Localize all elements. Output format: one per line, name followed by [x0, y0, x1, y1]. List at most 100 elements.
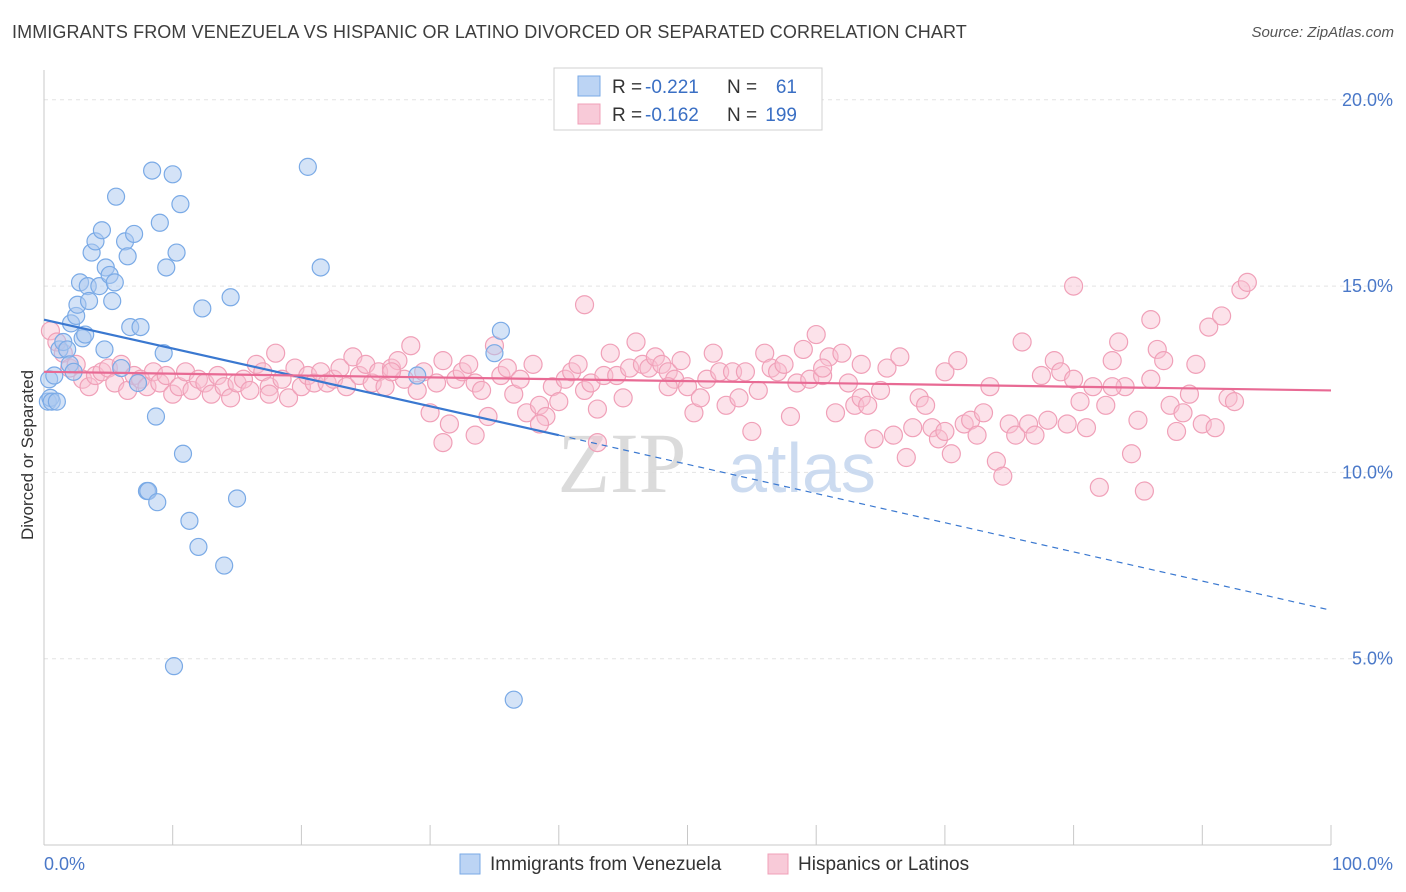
point-hispanics-65 — [459, 354, 479, 374]
point-hispanics-19 — [163, 384, 183, 404]
correlation-legend: R = -0.221 N = 61 R = -0.162 N = 199 — [553, 67, 823, 131]
point-hispanics-149 — [999, 414, 1019, 434]
point-hispanics-134 — [903, 418, 923, 438]
point-venezuela-47 — [180, 511, 199, 530]
point-hispanics-194 — [587, 432, 608, 453]
point-hispanics-62 — [439, 414, 460, 434]
y-tick-labels: 5.0% 10.0% 15.0% 20.0% — [1342, 90, 1393, 669]
y-tick-label-1: 5.0% — [1352, 649, 1393, 669]
point-hispanics-138 — [928, 429, 949, 449]
point-hispanics-114 — [774, 354, 794, 374]
point-hispanics-107 — [729, 388, 749, 408]
y-tick-label-3: 15.0% — [1342, 276, 1393, 296]
point-hispanics-169 — [1128, 410, 1148, 430]
point-hispanics-61 — [433, 351, 453, 371]
point-hispanics-31 — [240, 380, 260, 401]
source-credit: Source: ZipAtlas.com — [1251, 24, 1394, 41]
point-hispanics-98 — [671, 351, 691, 371]
point-hispanics-155 — [1038, 410, 1058, 430]
axes — [43, 70, 1332, 846]
point-venezuela-46 — [173, 444, 193, 463]
point-hispanics-113 — [767, 362, 788, 382]
point-hispanics-64 — [452, 362, 472, 382]
point-hispanics-163 — [1089, 477, 1109, 497]
point-hispanics-164 — [1096, 395, 1116, 415]
point-venezuela-50 — [215, 556, 234, 575]
point-hispanics-176 — [1173, 403, 1193, 423]
point-hispanics-77 — [536, 406, 556, 427]
point-hispanics-156 — [1044, 351, 1064, 371]
point-venezuela-44 — [167, 243, 186, 262]
point-venezuela-28 — [106, 187, 126, 206]
point-hispanics-184 — [1224, 392, 1245, 412]
point-hispanics-94 — [645, 347, 665, 367]
point-hispanics-79 — [549, 392, 569, 412]
point-venezuela-40 — [150, 213, 169, 232]
watermark-atlas: atlas — [728, 429, 876, 507]
legend-r-value-1: -0.221 — [645, 77, 699, 98]
point-venezuela-43 — [163, 165, 182, 184]
point-venezuela-53 — [164, 657, 184, 676]
point-venezuela-18 — [79, 291, 99, 311]
point-hispanics-185 — [1231, 280, 1251, 300]
point-hispanics-198 — [1063, 276, 1084, 296]
point-hispanics-132 — [890, 347, 910, 367]
point-venezuela-27 — [105, 273, 124, 292]
point-hispanics-54 — [388, 351, 408, 371]
point-hispanics-126 — [851, 388, 871, 408]
chart-title: IMMIGRANTS FROM VENEZUELA VS HISPANIC OR… — [12, 22, 967, 42]
point-hispanics-110 — [748, 380, 768, 401]
point-hispanics-108 — [735, 362, 756, 382]
point-hispanics-119 — [806, 324, 826, 345]
point-hispanics-63 — [446, 369, 466, 389]
point-hispanics-173 — [1154, 351, 1174, 371]
legend-r-value-2: -0.162 — [645, 105, 699, 126]
point-hispanics-145 — [973, 403, 994, 423]
point-hispanics-158 — [1057, 414, 1077, 434]
point-hispanics-175 — [1166, 421, 1187, 442]
point-hispanics-133 — [896, 447, 916, 468]
point-hispanics-109 — [742, 421, 762, 442]
point-venezuela-4 — [45, 366, 64, 385]
series-legend: Immigrants from Venezuela Hispanics or L… — [459, 853, 969, 875]
y-tick-label-2: 10.0% — [1342, 462, 1393, 482]
point-hispanics-181 — [1205, 418, 1225, 438]
point-hispanics-153 — [1025, 425, 1045, 445]
point-hispanics-127 — [858, 395, 878, 415]
point-hispanics-68 — [478, 406, 498, 427]
point-hispanics-128 — [864, 429, 884, 449]
x-tick-labels: 0.0% 100.0% — [44, 854, 1393, 874]
legend-r-label-1: R = — [612, 77, 642, 98]
point-hispanics-122 — [825, 403, 846, 423]
point-venezuela-49 — [193, 299, 212, 318]
point-hispanics-71 — [497, 358, 517, 378]
point-venezuela-52 — [148, 493, 167, 512]
point-hispanics-91 — [626, 332, 646, 352]
point-venezuela-26 — [103, 291, 122, 311]
point-hispanics-193 — [433, 432, 453, 453]
point-hispanics-115 — [780, 406, 801, 427]
point-venezuela-42 — [157, 258, 176, 277]
point-hispanics-154 — [1031, 365, 1052, 386]
bottom-legend-label-1: Immigrants from Venezuela — [490, 854, 722, 875]
y-tick-label-4: 20.0% — [1342, 90, 1393, 110]
point-hispanics-196 — [381, 362, 402, 382]
trend-venezuela-solid — [43, 318, 560, 437]
legend-r-label-2: R = — [612, 105, 642, 126]
bottom-legend-swatch-blue — [459, 853, 481, 875]
point-hispanics-189 — [813, 358, 833, 378]
point-hispanics-35 — [266, 343, 286, 363]
trend-hispanics — [43, 370, 1332, 392]
point-hispanics-129 — [870, 380, 891, 401]
legend-swatch-pink — [577, 103, 601, 125]
point-hispanics-178 — [1186, 354, 1206, 374]
legend-n-value-2: 199 — [765, 105, 797, 126]
point-hispanics-170 — [1134, 481, 1154, 501]
point-venezuela-38 — [143, 161, 162, 180]
point-venezuela-54 — [221, 288, 240, 307]
point-hispanics-150 — [1006, 425, 1026, 445]
point-hispanics-67 — [471, 380, 492, 401]
watermark: ZIP atlas — [558, 415, 876, 511]
point-venezuela-56 — [311, 258, 330, 277]
point-venezuela-23 — [95, 340, 114, 359]
